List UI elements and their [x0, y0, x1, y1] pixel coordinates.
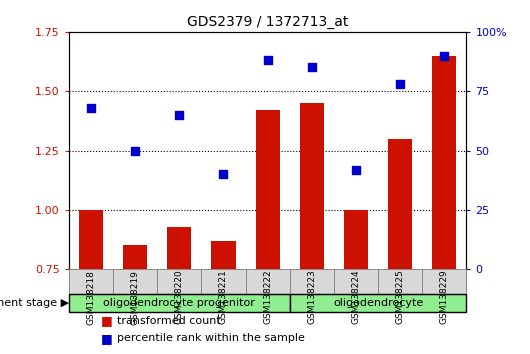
Bar	[334, 269, 378, 294]
Bar	[69, 294, 290, 312]
Bar	[255, 110, 280, 269]
Text: transformed count: transformed count	[117, 316, 220, 326]
Bar	[422, 269, 466, 294]
Text: GSM138218: GSM138218	[86, 270, 95, 325]
Text: GSM138223: GSM138223	[307, 270, 316, 324]
Title: GDS2379 / 1372713_at: GDS2379 / 1372713_at	[187, 16, 348, 29]
Text: development stage ▶: development stage ▶	[0, 298, 69, 308]
Bar	[167, 227, 191, 269]
Text: oligodendrocyte progenitor: oligodendrocyte progenitor	[103, 298, 255, 308]
Bar	[299, 103, 324, 269]
Text: GSM138221: GSM138221	[219, 270, 228, 324]
Point	[87, 105, 95, 111]
Point	[175, 112, 183, 118]
Text: GSM138225: GSM138225	[396, 270, 404, 324]
Point	[263, 57, 272, 63]
Text: ■: ■	[101, 332, 112, 345]
Text: oligodendrocyte: oligodendrocyte	[333, 298, 423, 308]
Bar	[157, 269, 201, 294]
Bar	[211, 241, 236, 269]
Bar	[201, 269, 245, 294]
Bar	[123, 245, 147, 269]
Point	[396, 81, 404, 87]
Bar	[344, 210, 368, 269]
Text: ■: ■	[101, 314, 112, 327]
Bar	[79, 210, 103, 269]
Bar	[432, 56, 456, 269]
Bar	[113, 269, 157, 294]
Bar	[290, 269, 334, 294]
Point	[352, 167, 360, 172]
Point	[131, 148, 139, 153]
Bar	[378, 269, 422, 294]
Bar	[388, 139, 412, 269]
Bar	[245, 269, 290, 294]
Text: GSM138224: GSM138224	[351, 270, 360, 324]
Text: GSM138220: GSM138220	[175, 270, 184, 324]
Bar	[69, 269, 113, 294]
Text: GSM138222: GSM138222	[263, 270, 272, 324]
Text: percentile rank within the sample: percentile rank within the sample	[117, 333, 304, 343]
Point	[307, 65, 316, 70]
Point	[219, 171, 228, 177]
Text: GSM138219: GSM138219	[131, 270, 139, 325]
Point	[440, 53, 448, 58]
Text: GSM138229: GSM138229	[440, 270, 449, 324]
Bar	[290, 294, 466, 312]
